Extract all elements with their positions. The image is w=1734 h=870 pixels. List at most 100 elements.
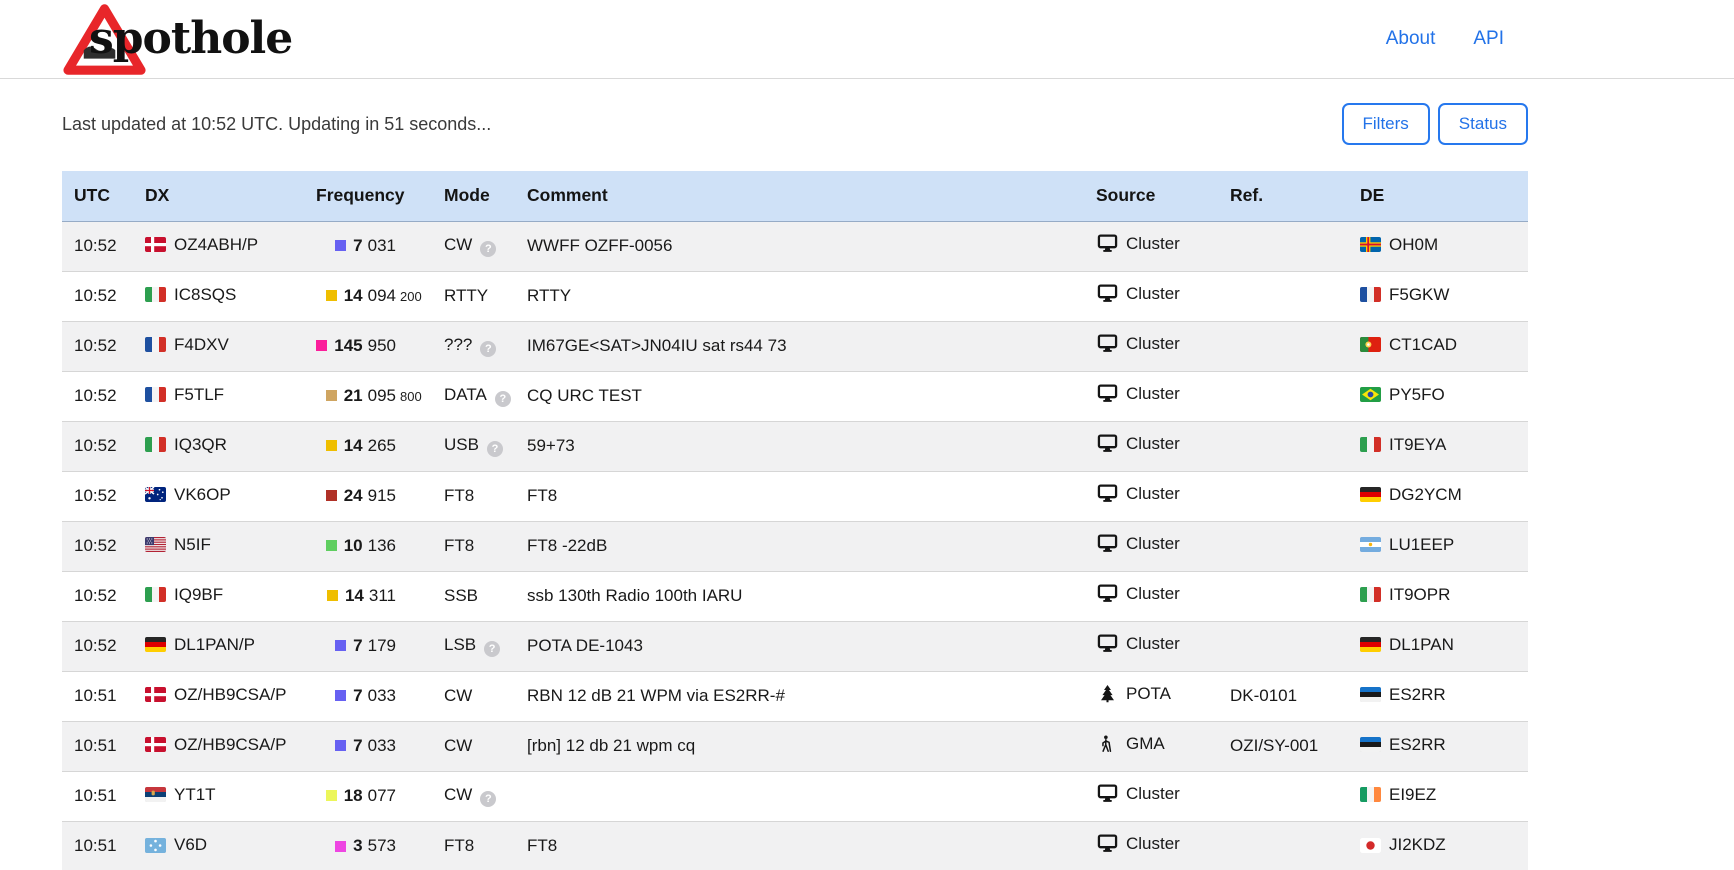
source-label: GMA [1126,734,1165,753]
dx-callsign: OZ4ABH/P [174,234,259,254]
frequency-mhz: 7 [353,685,363,705]
spot-de-cell: DG2YCM [1354,471,1528,521]
dx-callsign: OZ/HB9CSA/P [174,734,287,754]
flag-br-icon [1360,387,1381,403]
spot-utc: 10:51 [74,836,117,856]
spot-dx-cell: F4DXV [139,321,310,371]
spot-row: 10:52 IQ9BF 14 311 SSB ssb 130th Radio 100th … [62,571,1528,621]
spot-ref [1224,521,1354,571]
spot-dx-cell: OZ/HB9CSA/P [139,721,310,771]
status-button[interactable]: Status [1437,103,1528,145]
band-color-square [335,740,347,752]
spot-source-cell: GMA [1090,721,1224,771]
spot-frequency-cell: 7 179 [310,621,438,671]
help-icon[interactable]: ? [494,391,511,407]
de-callsign: IT9EYA [1389,434,1447,454]
flag-it-icon [145,287,166,303]
spot-frequency-cell: 24 915 [310,471,438,521]
de-callsign: OH0M [1389,234,1439,254]
spot-mode-cell: CW? [438,771,521,821]
help-icon[interactable]: ? [480,241,497,257]
spot-comment [521,771,1090,821]
flag-fr-icon [145,387,166,403]
nav-api-link[interactable]: API [1473,28,1504,49]
spot-utc: 10:51 [74,686,117,705]
spot-dx-cell: IQ9BF [139,571,310,621]
dx-callsign: IQ3QR [174,434,227,454]
spot-ref [1224,471,1354,521]
spot-row: 10:51 OZ/HB9CSA/P 7 033 CW [rbn] 12 db 21 wpm… [62,721,1528,771]
spot-dx-cell: DL1PAN/P [139,621,310,671]
hiker-icon [1096,735,1118,753]
frequency-mhz: 18 [343,785,363,805]
help-icon[interactable]: ? [480,791,497,807]
help-icon[interactable]: ? [486,441,503,457]
top-bar: spothole About API [0,0,1734,79]
spot-comment: 59+73 [527,436,575,455]
spot-row: 10:52 DL1PAN/P 7 179 LSB? POTA DE-1043 Cluster… [62,621,1528,671]
de-callsign: ES2RR [1389,684,1446,704]
dx-callsign: IQ9BF [174,584,224,604]
spot-utc: 10:52 [74,286,117,305]
column-header-frequency: Frequency [316,185,405,206]
spot-mode-cell: CW [438,671,521,721]
spot-row: 10:52 OZ4ABH/P 7 031 CW? WWFF OZFF-0056 Cluste… [62,221,1528,271]
frequency-khz: 950 [367,335,396,355]
source-label: Cluster [1126,583,1180,603]
frequency-mhz: 24 [343,485,363,505]
frequency-mhz: 7 [353,735,363,755]
column-header-comment: Comment [527,185,608,206]
column-header-de: DE [1360,185,1385,206]
band-color-square [325,540,337,552]
mode-label: CW [444,785,473,804]
flag-fr-icon [145,337,166,353]
frequency-mhz: 14 [343,285,363,305]
mode-label: FT8 [444,536,475,555]
spot-frequency-cell: 14 311 [310,571,438,621]
monitor-icon [1096,783,1118,804]
tree-icon [1096,684,1118,703]
spot-source-cell: Cluster [1090,521,1224,571]
frequency-khz: 136 [367,535,396,555]
frequency-sub-khz: 800 [400,389,422,405]
mode-label: CW [444,686,473,705]
pothole-sign-icon [62,3,147,76]
spot-ref [1224,421,1354,471]
de-callsign: DG2YCM [1389,484,1462,504]
frequency-khz: 033 [367,685,396,705]
frequency-mhz: 21 [343,385,363,405]
column-header-ref: Ref. [1230,185,1264,206]
spot-ref [1224,821,1354,870]
spot-frequency-cell: 3 573 [310,821,438,870]
help-icon[interactable]: ? [484,641,501,657]
monitor-icon [1096,333,1118,354]
spot-source-cell: Cluster [1090,471,1224,521]
logo[interactable]: spothole [62,3,293,76]
spot-frequency-cell: 10 136 [310,521,438,571]
source-label: Cluster [1126,483,1180,503]
mode-label: SSB [444,586,479,605]
de-callsign: JI2KDZ [1389,835,1446,854]
spot-utc: 10:52 [74,486,117,505]
spot-de-cell: EI9EZ [1354,771,1528,821]
help-icon[interactable]: ? [480,341,497,357]
flag-it-icon [1360,437,1381,453]
source-label: Cluster [1126,833,1180,853]
spot-mode-cell: FT8 [438,471,521,521]
spot-frequency-cell: 7 033 [310,721,438,771]
source-label: Cluster [1126,633,1180,653]
nav-about-link[interactable]: About [1385,28,1436,49]
frequency-mhz: 14 [343,435,363,455]
spot-row: 10:52 IQ3QR 14 265 USB? 59+73 Cluster IT9EYA [62,421,1528,471]
spot-utc: 10:51 [74,786,117,805]
spot-frequency-cell: 145 950 [310,321,438,371]
spot-comment: FT8 -22dB [527,536,608,555]
dx-callsign: F5TLF [174,384,225,404]
dx-callsign: IC8SQS [174,284,237,304]
spot-ref [1224,271,1354,321]
dx-callsign: V6D [174,835,208,854]
band-color-square [325,440,337,452]
mode-label: FT8 [444,836,475,856]
de-callsign: LU1EEP [1389,534,1455,554]
filters-button[interactable]: Filters [1341,103,1430,145]
